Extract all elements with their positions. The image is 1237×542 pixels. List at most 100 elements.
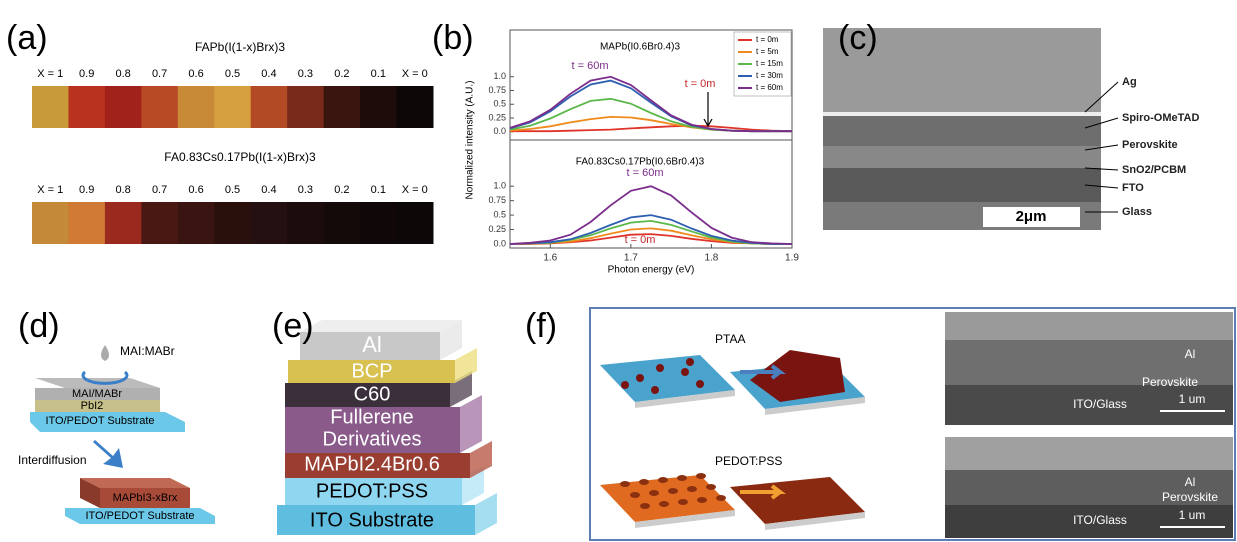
composition-label: 0.4 xyxy=(261,184,276,196)
drop-label: MAI:MABr xyxy=(120,344,175,358)
sem-label: Al xyxy=(1185,475,1196,489)
film-swatch xyxy=(324,202,361,244)
layer-label: Glass xyxy=(1122,206,1152,218)
film-swatch xyxy=(105,202,142,244)
sem-label: ITO/Glass xyxy=(1073,397,1127,411)
composition-label: 0.9 xyxy=(79,184,94,196)
film-swatch xyxy=(68,202,105,244)
composition-label: 0.6 xyxy=(188,68,203,80)
layer-top xyxy=(300,320,462,332)
film-swatch xyxy=(214,86,251,128)
composition-label: X = 1 xyxy=(37,68,63,80)
legend-label: t = 5m xyxy=(756,47,779,56)
composition-label: 0.1 xyxy=(371,68,386,80)
composition-label: 0.4 xyxy=(261,68,276,80)
pit xyxy=(630,492,640,498)
film-swatch xyxy=(105,86,142,128)
panel-label: (b) xyxy=(432,19,474,57)
nucleus xyxy=(681,368,689,376)
layer-label: PbI2 xyxy=(81,400,104,412)
panel-label: (e) xyxy=(272,307,314,345)
layer-label: Perovskite xyxy=(1122,139,1178,151)
scale-bar-label: 2μm xyxy=(1016,208,1047,225)
annotation: t = 60m xyxy=(572,60,609,72)
annotation: t = 0m xyxy=(685,78,716,90)
y-tick-label: 1.0 xyxy=(493,71,506,81)
layer-label: BCP xyxy=(351,360,392,382)
y-tick-label: 0.5 xyxy=(493,99,506,109)
subplot-title: MAPb(I0.6Br0.4)3 xyxy=(600,42,680,53)
pit xyxy=(640,503,650,509)
x-tick-label: 1.9 xyxy=(785,253,799,264)
layer-label: Derivatives xyxy=(323,428,422,450)
layer-label: ITO Substrate xyxy=(310,509,434,531)
composition-label: 0.8 xyxy=(115,184,130,196)
scale-label: 1 um xyxy=(1179,508,1206,522)
y-tick-label: 0.0 xyxy=(493,126,506,136)
composition-label: 0.3 xyxy=(298,184,313,196)
pit xyxy=(678,499,688,505)
y-tick-label: 0.75 xyxy=(488,195,506,205)
composition-label: X = 0 xyxy=(402,184,428,196)
pit xyxy=(687,486,697,492)
film-swatch xyxy=(141,202,178,244)
y-tick-label: 0.0 xyxy=(493,238,506,248)
pit xyxy=(649,490,659,496)
layer-label: Ag xyxy=(1122,76,1137,88)
x-tick-label: 1.7 xyxy=(624,253,638,264)
sem-label: Perovskite xyxy=(1142,375,1198,389)
legend-label: t = 15m xyxy=(756,59,783,68)
pit xyxy=(706,484,716,490)
layer-label: PEDOT:PSS xyxy=(316,480,428,502)
film-swatch xyxy=(287,202,324,244)
sem-label: Al xyxy=(1185,347,1196,361)
substrate-label: PTAA xyxy=(715,332,745,346)
nucleus xyxy=(621,381,629,389)
composition-label: 0.9 xyxy=(79,68,94,80)
film-swatch xyxy=(178,86,215,128)
x-tick-label: 1.6 xyxy=(543,253,557,264)
layer-label: FTO xyxy=(1122,182,1144,194)
y-axis-label: Normalized intensity (A.U.) xyxy=(465,81,476,200)
pit xyxy=(696,473,706,479)
film-swatch xyxy=(214,202,251,244)
panel-label: (c) xyxy=(838,19,878,57)
film-swatch xyxy=(68,86,105,128)
composition-label: 0.2 xyxy=(334,184,349,196)
legend-label: t = 60m xyxy=(756,83,783,92)
film-swatch xyxy=(360,86,397,128)
annotation: t = 60m xyxy=(627,167,664,179)
layer-label: ITO/PEDOT Substrate xyxy=(45,415,154,427)
y-tick-label: 0.25 xyxy=(488,112,506,122)
layer-label: Al xyxy=(362,332,382,357)
annotation: t = 0m xyxy=(625,234,656,246)
composition-label: X = 1 xyxy=(37,184,63,196)
nucleus xyxy=(696,380,704,388)
film-swatch xyxy=(324,86,361,128)
layer-label: MAPbI2.4Br0.6 xyxy=(304,453,440,475)
composition-label: 0.5 xyxy=(225,184,240,196)
sem-label: Perovskite xyxy=(1162,490,1218,504)
film-swatch xyxy=(32,86,69,128)
y-tick-label: 0.5 xyxy=(493,209,506,219)
composition-label: 0.3 xyxy=(298,68,313,80)
y-tick-label: 0.25 xyxy=(488,224,506,234)
pit xyxy=(620,481,630,487)
film-swatch xyxy=(32,202,69,244)
layer-label: MAPbI3-xBrx xyxy=(113,492,178,504)
pit xyxy=(677,475,687,481)
figure: (a) (b) (c) (d) (e) (f) FAPb(I(1-x)Brx)3… xyxy=(0,0,1237,542)
pit xyxy=(659,501,669,507)
nucleus xyxy=(686,358,694,366)
film-swatch xyxy=(141,86,178,128)
layer-label: C60 xyxy=(354,383,391,405)
pit xyxy=(668,488,678,494)
row-title: FA0.83Cs0.17Pb(I(1-x)Brx)3 xyxy=(164,150,316,164)
sem-image-c xyxy=(823,28,1101,230)
nucleus xyxy=(636,374,644,382)
y-tick-label: 1.0 xyxy=(493,181,506,191)
composition-label: 0.7 xyxy=(152,68,167,80)
arrow xyxy=(704,92,712,126)
nucleus xyxy=(651,386,659,394)
sem-label: ITO/Glass xyxy=(1073,513,1127,527)
